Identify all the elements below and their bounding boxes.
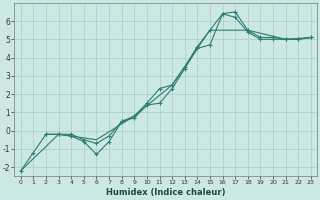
X-axis label: Humidex (Indice chaleur): Humidex (Indice chaleur) — [106, 188, 226, 197]
